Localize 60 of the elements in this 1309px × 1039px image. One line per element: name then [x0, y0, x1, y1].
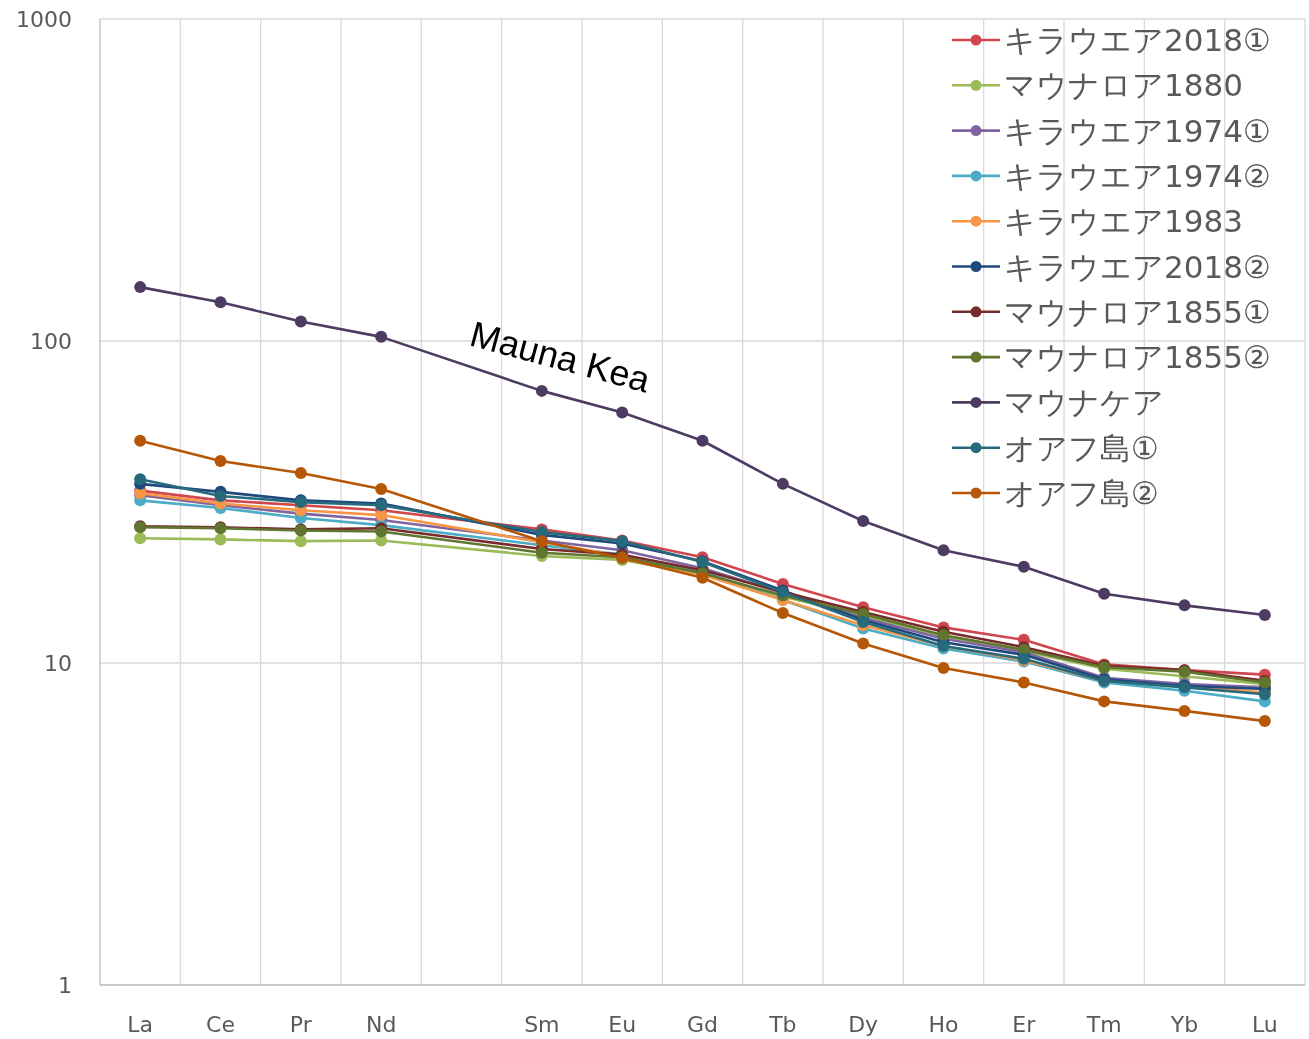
point: [214, 454, 227, 467]
point: [375, 483, 388, 496]
x-tick-label: Eu: [608, 1011, 637, 1037]
point: [294, 315, 307, 328]
point: [1178, 599, 1191, 612]
x-tick-label: Ho: [928, 1011, 959, 1037]
legend-label: マウナロア1855②: [1004, 339, 1271, 376]
x-tick-label: Nd: [365, 1011, 397, 1037]
y-tick-label: 10: [44, 650, 72, 676]
point: [937, 661, 950, 674]
legend-label: オアフ島②: [1004, 475, 1159, 511]
legend-label: キラウエア1974②: [1004, 157, 1271, 194]
x-tick-label: Ce: [206, 1011, 235, 1037]
point: [1098, 587, 1111, 600]
point: [937, 544, 950, 557]
point: [776, 606, 789, 619]
point: [1017, 560, 1030, 573]
legend-label: オアフ島①: [1004, 429, 1159, 466]
x-tick-label: La: [127, 1011, 154, 1037]
point: [1178, 704, 1191, 717]
x-tick-label: Dy: [848, 1011, 879, 1037]
x-tick-label: Lu: [1251, 1011, 1278, 1037]
legend-label: キラウエア1974①: [1004, 112, 1271, 149]
legend-label: マウナロア1855①: [1004, 293, 1271, 330]
x-tick-label: Pr: [289, 1011, 313, 1037]
point: [134, 434, 147, 447]
point: [134, 473, 147, 486]
point: [1258, 715, 1271, 728]
point: [294, 535, 307, 548]
point: [857, 515, 870, 528]
point: [1258, 608, 1271, 621]
point: [857, 637, 870, 650]
legend-label: キラウエア1983: [1004, 203, 1243, 240]
legend-label: マウナロア1880: [1004, 67, 1243, 104]
point: [1098, 695, 1111, 708]
point: [535, 384, 548, 397]
legend-label: キラウエア2018②: [1004, 248, 1271, 285]
point: [294, 467, 307, 480]
x-tick-label: Tm: [1085, 1011, 1122, 1037]
y-tick-label: 1000: [16, 6, 72, 32]
point: [214, 533, 227, 546]
point: [696, 434, 709, 447]
point: [776, 477, 789, 490]
x-tick-label: Yb: [1169, 1011, 1199, 1037]
x-tick-label: Gd: [686, 1011, 719, 1037]
x-tick-label: Tb: [768, 1011, 797, 1037]
annotation: Mauna Kea: [465, 313, 656, 401]
x-tick-label: Sm: [524, 1011, 560, 1037]
legend-label: マウナケア: [1004, 384, 1164, 421]
legend-label: キラウエア2018①: [1004, 22, 1271, 58]
point: [134, 281, 147, 294]
point: [375, 330, 388, 343]
point: [616, 406, 629, 419]
point: [214, 490, 227, 503]
x-tick-label: Er: [1012, 1011, 1037, 1037]
point: [214, 296, 227, 309]
y-tick-label: 1: [58, 972, 72, 998]
y-tick-label: 100: [30, 328, 72, 354]
point: [134, 532, 147, 545]
point: [1017, 676, 1030, 689]
